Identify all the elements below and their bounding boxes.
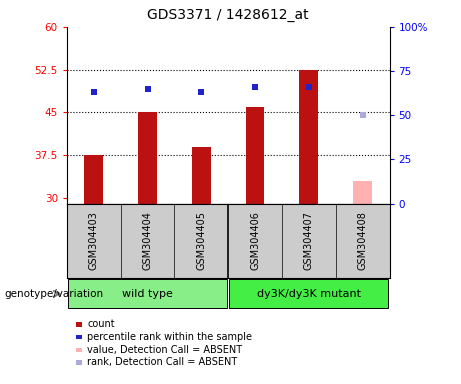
Text: GSM304408: GSM304408 <box>358 212 368 270</box>
Text: genotype/variation: genotype/variation <box>5 289 104 299</box>
Text: wild type: wild type <box>122 289 173 299</box>
Bar <box>300 70 318 204</box>
Bar <box>138 113 157 204</box>
Text: dy3K/dy3K mutant: dy3K/dy3K mutant <box>257 289 361 299</box>
Bar <box>229 279 389 308</box>
Text: GSM304407: GSM304407 <box>304 212 314 270</box>
Text: GSM304403: GSM304403 <box>89 212 99 270</box>
Text: GSM304406: GSM304406 <box>250 212 260 270</box>
Bar <box>84 155 103 204</box>
Text: GSM304404: GSM304404 <box>142 212 153 270</box>
Bar <box>68 279 227 308</box>
Text: value, Detection Call = ABSENT: value, Detection Call = ABSENT <box>87 345 242 355</box>
Text: percentile rank within the sample: percentile rank within the sample <box>87 332 252 342</box>
Bar <box>192 147 211 204</box>
Bar <box>246 107 265 204</box>
Text: rank, Detection Call = ABSENT: rank, Detection Call = ABSENT <box>87 358 237 367</box>
Text: count: count <box>87 319 115 329</box>
Title: GDS3371 / 1428612_at: GDS3371 / 1428612_at <box>148 8 309 22</box>
Bar <box>353 181 372 204</box>
Text: GSM304405: GSM304405 <box>196 212 207 270</box>
